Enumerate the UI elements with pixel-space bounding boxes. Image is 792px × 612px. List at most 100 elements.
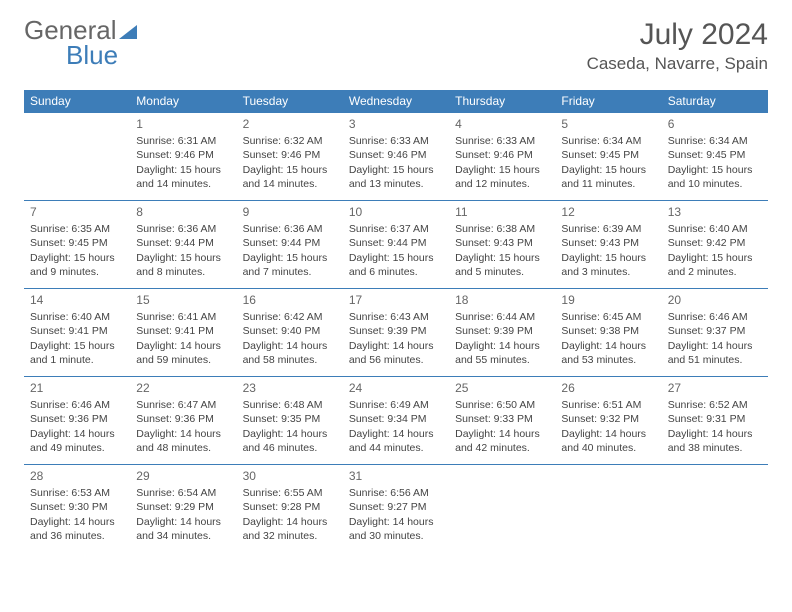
sunset-line: Sunset: 9:44 PM (243, 236, 337, 250)
daylight-line: Daylight: 15 hours and 8 minutes. (136, 251, 230, 279)
day-number: 21 (30, 380, 124, 396)
weekday-header: Tuesday (237, 90, 343, 113)
sunset-line: Sunset: 9:42 PM (668, 236, 762, 250)
sunset-line: Sunset: 9:37 PM (668, 324, 762, 338)
daylight-line: Daylight: 15 hours and 6 minutes. (349, 251, 443, 279)
daylight-line: Daylight: 14 hours and 42 minutes. (455, 427, 549, 455)
sunset-line: Sunset: 9:35 PM (243, 412, 337, 426)
daylight-line: Daylight: 14 hours and 49 minutes. (30, 427, 124, 455)
sunrise-line: Sunrise: 6:49 AM (349, 398, 443, 412)
day-number: 3 (349, 116, 443, 132)
sunrise-line: Sunrise: 6:40 AM (30, 310, 124, 324)
day-number: 20 (668, 292, 762, 308)
calendar-cell: 3Sunrise: 6:33 AMSunset: 9:46 PMDaylight… (343, 113, 449, 201)
sunset-line: Sunset: 9:44 PM (136, 236, 230, 250)
calendar-cell: 4Sunrise: 6:33 AMSunset: 9:46 PMDaylight… (449, 113, 555, 201)
sunrise-line: Sunrise: 6:35 AM (30, 222, 124, 236)
calendar-cell: 5Sunrise: 6:34 AMSunset: 9:45 PMDaylight… (555, 113, 661, 201)
day-number: 26 (561, 380, 655, 396)
sunrise-line: Sunrise: 6:33 AM (349, 134, 443, 148)
daylight-line: Daylight: 14 hours and 40 minutes. (561, 427, 655, 455)
calendar-cell: 10Sunrise: 6:37 AMSunset: 9:44 PMDayligh… (343, 201, 449, 289)
daylight-line: Daylight: 15 hours and 14 minutes. (243, 163, 337, 191)
sunrise-line: Sunrise: 6:31 AM (136, 134, 230, 148)
day-number: 8 (136, 204, 230, 220)
weekday-header: Monday (130, 90, 236, 113)
day-number: 31 (349, 468, 443, 484)
sunrise-line: Sunrise: 6:50 AM (455, 398, 549, 412)
sunset-line: Sunset: 9:43 PM (455, 236, 549, 250)
sunrise-line: Sunrise: 6:55 AM (243, 486, 337, 500)
sunset-line: Sunset: 9:31 PM (668, 412, 762, 426)
sunrise-line: Sunrise: 6:32 AM (243, 134, 337, 148)
daylight-line: Daylight: 14 hours and 48 minutes. (136, 427, 230, 455)
sunrise-line: Sunrise: 6:51 AM (561, 398, 655, 412)
calendar-cell: 12Sunrise: 6:39 AMSunset: 9:43 PMDayligh… (555, 201, 661, 289)
daylight-line: Daylight: 15 hours and 11 minutes. (561, 163, 655, 191)
day-number: 9 (243, 204, 337, 220)
day-number: 15 (136, 292, 230, 308)
sunrise-line: Sunrise: 6:34 AM (561, 134, 655, 148)
weekday-header: Sunday (24, 90, 130, 113)
sunrise-line: Sunrise: 6:43 AM (349, 310, 443, 324)
sunset-line: Sunset: 9:41 PM (136, 324, 230, 338)
day-number: 10 (349, 204, 443, 220)
sunrise-line: Sunrise: 6:53 AM (30, 486, 124, 500)
calendar-cell: 21Sunrise: 6:46 AMSunset: 9:36 PMDayligh… (24, 377, 130, 465)
calendar-cell: 30Sunrise: 6:55 AMSunset: 9:28 PMDayligh… (237, 465, 343, 553)
day-number: 30 (243, 468, 337, 484)
calendar-week-row: 21Sunrise: 6:46 AMSunset: 9:36 PMDayligh… (24, 377, 768, 465)
logo: GeneralBlue (24, 18, 137, 67)
day-number: 11 (455, 204, 549, 220)
daylight-line: Daylight: 14 hours and 59 minutes. (136, 339, 230, 367)
logo-text-blue: Blue (24, 40, 118, 70)
calendar-cell: 16Sunrise: 6:42 AMSunset: 9:40 PMDayligh… (237, 289, 343, 377)
calendar-cell: 15Sunrise: 6:41 AMSunset: 9:41 PMDayligh… (130, 289, 236, 377)
sunrise-line: Sunrise: 6:47 AM (136, 398, 230, 412)
daylight-line: Daylight: 14 hours and 51 minutes. (668, 339, 762, 367)
sunset-line: Sunset: 9:46 PM (243, 148, 337, 162)
calendar-cell (24, 113, 130, 201)
calendar-cell: 27Sunrise: 6:52 AMSunset: 9:31 PMDayligh… (662, 377, 768, 465)
day-number: 1 (136, 116, 230, 132)
sunrise-line: Sunrise: 6:33 AM (455, 134, 549, 148)
sunset-line: Sunset: 9:43 PM (561, 236, 655, 250)
sunrise-line: Sunrise: 6:36 AM (243, 222, 337, 236)
day-number: 16 (243, 292, 337, 308)
month-year: July 2024 (587, 18, 768, 52)
daylight-line: Daylight: 15 hours and 7 minutes. (243, 251, 337, 279)
daylight-line: Daylight: 14 hours and 32 minutes. (243, 515, 337, 543)
day-number: 23 (243, 380, 337, 396)
calendar-cell (555, 465, 661, 553)
sunset-line: Sunset: 9:27 PM (349, 500, 443, 514)
daylight-line: Daylight: 15 hours and 3 minutes. (561, 251, 655, 279)
day-number: 28 (30, 468, 124, 484)
daylight-line: Daylight: 14 hours and 44 minutes. (349, 427, 443, 455)
day-number: 14 (30, 292, 124, 308)
sunrise-line: Sunrise: 6:54 AM (136, 486, 230, 500)
calendar-cell: 9 Sunrise: 6:36 AMSunset: 9:44 PMDaylight… (237, 201, 343, 289)
sunrise-line: Sunrise: 6:36 AM (136, 222, 230, 236)
sunset-line: Sunset: 9:39 PM (349, 324, 443, 338)
calendar-cell (662, 465, 768, 553)
day-number: 17 (349, 292, 443, 308)
day-number: 18 (455, 292, 549, 308)
day-number: 24 (349, 380, 443, 396)
sunrise-line: Sunrise: 6:56 AM (349, 486, 443, 500)
sunset-line: Sunset: 9:46 PM (136, 148, 230, 162)
weekday-header: Thursday (449, 90, 555, 113)
title-block: July 2024 Caseda, Navarre, Spain (587, 18, 768, 74)
daylight-line: Daylight: 15 hours and 1 minute. (30, 339, 124, 367)
daylight-line: Daylight: 14 hours and 55 minutes. (455, 339, 549, 367)
calendar-body: 1Sunrise: 6:31 AMSunset: 9:46 PMDaylight… (24, 113, 768, 553)
weekday-header: Saturday (662, 90, 768, 113)
daylight-line: Daylight: 15 hours and 2 minutes. (668, 251, 762, 279)
sunset-line: Sunset: 9:46 PM (455, 148, 549, 162)
calendar-cell: 18Sunrise: 6:44 AMSunset: 9:39 PMDayligh… (449, 289, 555, 377)
sunrise-line: Sunrise: 6:45 AM (561, 310, 655, 324)
daylight-line: Daylight: 15 hours and 9 minutes. (30, 251, 124, 279)
sunset-line: Sunset: 9:39 PM (455, 324, 549, 338)
calendar-cell: 22Sunrise: 6:47 AMSunset: 9:36 PMDayligh… (130, 377, 236, 465)
sunrise-line: Sunrise: 6:37 AM (349, 222, 443, 236)
daylight-line: Daylight: 15 hours and 12 minutes. (455, 163, 549, 191)
